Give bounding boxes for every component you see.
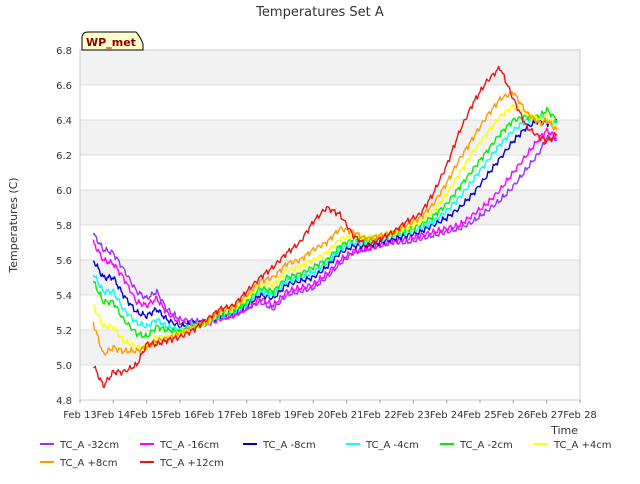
wp-met-badge: WP_met: [81, 31, 144, 51]
x-tick-label: Feb 25: [463, 410, 497, 421]
background-band: [80, 50, 580, 85]
x-tick-label: Feb 14: [97, 410, 131, 421]
legend-label: TC_A -32cm: [59, 440, 119, 451]
x-axis-ticks: Feb 13 Feb 14 Feb 15 Feb 16 Feb 17 Feb 18 Feb …: [63, 400, 597, 421]
x-tick-label: Feb 24: [430, 410, 464, 421]
legend-label: TC_A -8cm: [262, 440, 316, 451]
y-tick-label: 6.4: [56, 116, 72, 127]
badge-label: WP_met: [86, 36, 136, 49]
series-layer: [92, 65, 558, 388]
background-band: [80, 190, 580, 225]
y-axis-ticks: 4.8 5.0 5.2 5.4 5.6 5.8 6.0 6.2 6.4 6.6 6.8: [56, 46, 72, 407]
y-tick-label: 5.8: [56, 221, 72, 232]
series-line: [92, 134, 558, 326]
series-line: [92, 127, 558, 328]
legend-label: TC_A +12cm: [159, 458, 224, 469]
series-line: [92, 114, 558, 333]
x-tick-label: Feb 15: [130, 410, 164, 421]
y-tick-label: 6.0: [56, 186, 72, 197]
x-tick-label: Feb 18: [230, 410, 264, 421]
series-line: [93, 65, 558, 388]
legend-label: TC_A -16cm: [159, 440, 219, 451]
background-band: [80, 260, 580, 295]
badge-shape: [81, 31, 144, 51]
background-band: [80, 330, 580, 365]
legend-label: TC_A +4cm: [553, 440, 612, 451]
x-tick-label: Feb 26: [497, 410, 531, 421]
x-axis-label: Time: [550, 424, 578, 437]
x-tick-label: Feb 27: [530, 410, 564, 421]
legend-item: TC_A -2cm: [440, 440, 513, 451]
y-tick-label: 5.4: [56, 291, 72, 302]
series-line: [92, 90, 558, 356]
legend-label: TC_A -4cm: [365, 440, 419, 451]
legend: TC_A -32cm TC_A -16cm TC_A -8cm TC_A -4cm TC…: [40, 440, 612, 469]
x-tick-label: Feb 13: [63, 410, 97, 421]
y-tick-label: 5.2: [56, 326, 72, 337]
x-tick-label: Feb 28: [563, 410, 597, 421]
plot-frame: [79, 49, 581, 401]
y-tick-label: 5.0: [56, 361, 72, 372]
y-tick-label: 5.6: [56, 256, 72, 267]
chart-title: Temperatures Set A: [255, 5, 384, 20]
x-tick-label: Feb 19: [263, 410, 297, 421]
x-tick-label: Feb 22: [363, 410, 397, 421]
x-tick-label: Feb 16: [163, 410, 197, 421]
legend-label: TC_A -2cm: [459, 440, 513, 451]
y-axis-label: Temperatures (C): [7, 177, 20, 273]
legend-item: TC_A +12cm: [140, 458, 224, 469]
legend-item: TC_A +8cm: [40, 458, 118, 469]
x-tick-label: Feb 20: [297, 410, 331, 421]
x-tick-label: Feb 21: [330, 410, 364, 421]
legend-item: TC_A -32cm: [40, 440, 119, 451]
legend-label: TC_A +8cm: [59, 458, 118, 469]
series-line: [92, 106, 558, 339]
legend-item: TC_A -16cm: [140, 440, 219, 451]
y-tick-label: 6.8: [56, 46, 72, 57]
y-tick-label: 4.8: [56, 396, 72, 407]
legend-item: TC_A +4cm: [534, 440, 612, 451]
series-line: [92, 117, 558, 329]
y-tick-label: 6.6: [56, 81, 72, 92]
y-tick-label: 6.2: [56, 151, 72, 162]
x-tick-label: Feb 17: [197, 410, 231, 421]
legend-item: TC_A -8cm: [243, 440, 316, 451]
x-tick-label: Feb 23: [397, 410, 431, 421]
legend-item: TC_A -4cm: [346, 440, 419, 451]
